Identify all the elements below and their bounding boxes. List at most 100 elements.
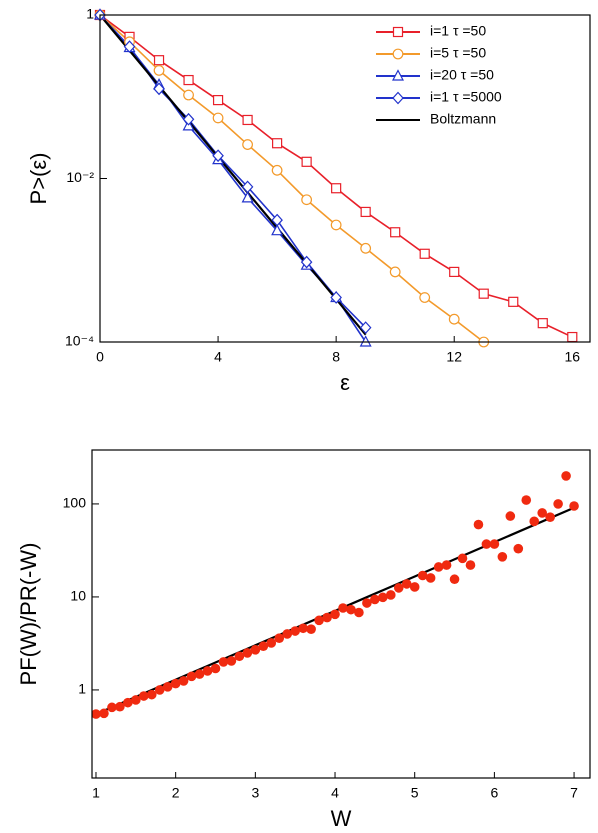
point [162,682,173,692]
point [107,702,117,713]
marker [359,335,372,347]
point [274,633,285,643]
point [513,543,524,554]
point [266,638,277,648]
marker [392,91,404,105]
legend-label: i=1 τ =5000 [430,89,502,105]
marker [360,242,372,254]
marker [330,219,342,231]
point [298,623,308,634]
point [425,573,436,583]
point [569,501,579,511]
marker [183,89,194,101]
x-axis-label: ε [340,370,350,395]
point [386,590,396,600]
point [497,552,508,562]
marker [182,112,195,126]
marker [212,149,224,163]
marker [271,213,283,227]
point [290,626,300,636]
point [210,663,221,674]
y-axis-label: PF(W)/PR(-W) [16,543,41,686]
point [545,512,555,522]
point [115,701,125,712]
point [561,471,571,481]
y-tick-label: 1 [86,6,94,22]
point [92,709,101,719]
point [322,612,332,623]
y-tick-label: 10⁻² [66,169,94,185]
point [146,689,157,700]
point [154,685,165,695]
marker [360,206,371,218]
point [194,669,205,679]
y-tick-label: 1 [78,681,86,697]
marker [183,74,194,86]
legend-label: i=5 τ =50 [430,45,486,61]
marker [392,69,404,81]
series-line [100,15,485,342]
marker [449,266,460,278]
y-tick-label: 100 [63,495,87,511]
x-tick-label: 2 [172,785,180,801]
point [529,516,540,527]
point [481,539,492,549]
marker [331,183,342,194]
y-axis-label: P>(ε) [26,153,51,205]
x-axis-label: W [331,806,352,831]
point [218,657,229,667]
marker [271,164,283,176]
marker [392,48,404,60]
point [505,511,516,521]
marker [242,139,253,150]
marker [153,65,165,76]
point [457,553,468,564]
marker [419,248,430,259]
point [202,666,213,676]
x-tick-label: 0 [96,349,104,365]
x-tick-label: 7 [570,785,578,801]
x-tick-label: 8 [332,349,340,365]
point [258,641,269,652]
point [489,539,500,549]
point [242,648,253,658]
point [131,695,141,705]
legend-label: i=20 τ =50 [430,67,494,83]
legend-label: i=1 τ =50 [430,23,486,39]
marker [392,26,404,38]
point [401,579,412,589]
series-line [100,15,367,336]
point [465,560,476,570]
point [314,615,324,626]
marker [537,318,548,329]
marker [123,40,136,54]
point [473,519,484,530]
marker [212,94,224,106]
marker [301,194,313,206]
marker [272,138,283,149]
point [186,671,197,682]
marker [419,292,431,303]
frame [99,14,591,343]
marker [508,296,519,307]
y-tick-label: 10⁻⁴ [65,333,94,349]
marker [153,82,165,96]
y-tick-label: 10 [70,588,86,604]
x-tick-label: 3 [251,785,259,801]
point [370,594,380,605]
point [553,499,563,509]
point [346,604,356,615]
point [362,598,372,608]
x-tick-label: 5 [411,785,419,801]
point [178,676,189,686]
point [537,508,547,518]
point [170,678,181,689]
marker [389,266,401,278]
point [338,603,348,613]
point [354,607,364,618]
x-tick-label: 4 [214,349,222,365]
x-tick-label: 16 [565,349,581,365]
point [282,629,293,639]
marker [390,227,401,238]
marker [241,191,254,203]
